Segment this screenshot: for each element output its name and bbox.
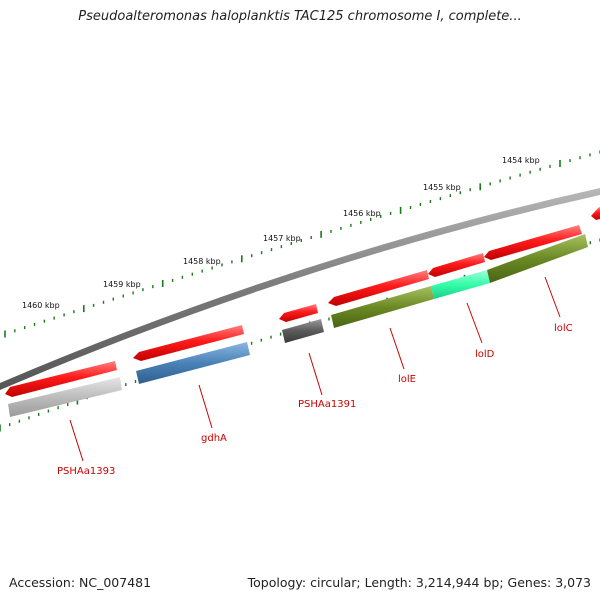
cds-bar-gray [8, 377, 122, 417]
leader-line [69, 419, 84, 462]
leader-line [308, 352, 323, 396]
cds-bar-dark [282, 319, 324, 343]
gene-arrows [5, 207, 600, 397]
leader-line [389, 327, 405, 370]
cds-bar-cyan [431, 270, 490, 299]
gene-label-gdha: gdhA [201, 433, 227, 444]
genome-backbone [0, 188, 600, 390]
gene-arrow [428, 253, 485, 277]
gene-arrow [328, 270, 429, 306]
cds-bar-olive [331, 286, 434, 328]
gene-label-lolc: lolC [554, 323, 573, 334]
scale-label-1457: 1457 kbp [263, 234, 301, 243]
gene-arrow [484, 225, 582, 260]
accession-text: Accession: NC_007481 [9, 575, 152, 590]
gene-arrow [133, 325, 244, 361]
scale-label-1456: 1456 kbp [343, 209, 381, 218]
scale-label-1459: 1459 kbp [103, 280, 141, 289]
gene-arrow [5, 361, 117, 397]
cds-bar-olive [487, 234, 588, 283]
scale-label-1460: 1460 kbp [22, 301, 60, 310]
map-title: Pseudoalteromonas haloplanktis TAC125 ch… [78, 9, 522, 24]
scale-label-1458: 1458 kbp [183, 257, 221, 266]
gene-arrow [591, 207, 600, 220]
leader-line [544, 276, 561, 318]
cds-bar-blue [136, 342, 250, 384]
gene-arrow [279, 304, 318, 322]
gene-label-lold: lolD [475, 349, 495, 360]
gene-label-lole: lolE [398, 374, 416, 385]
scale-label-1455: 1455 kbp [423, 183, 461, 192]
topology-summary: Topology: circular; Length: 3,214,944 bp… [247, 575, 591, 590]
leader-line [198, 384, 213, 429]
gene-labels: PSHAa1393 gdhA PSHAa1391 lolE lolD lolC [57, 323, 573, 477]
gene-label-pshaa1393: PSHAa1393 [57, 466, 115, 477]
scale-ticks [4, 150, 600, 338]
scale-labels: 1460 kbp 1459 kbp 1458 kbp 1457 kbp 1456… [22, 156, 540, 310]
gene-label-pshaa1391: PSHAa1391 [298, 399, 356, 410]
scale-label-1454: 1454 kbp [502, 156, 540, 165]
label-leaders [69, 276, 561, 462]
leader-line [466, 302, 483, 344]
cds-bars [8, 234, 588, 417]
